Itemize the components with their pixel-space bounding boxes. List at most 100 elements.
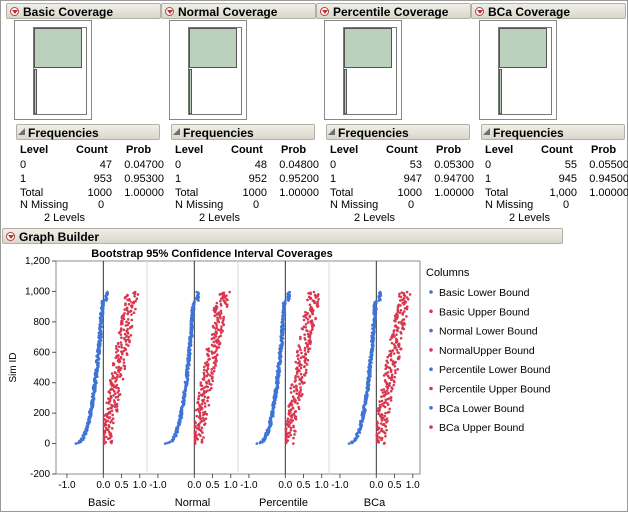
upper-bound-point (386, 374, 390, 378)
upper-bound-point (106, 407, 110, 411)
upper-bound-point (218, 313, 221, 317)
upper-bound-point (290, 399, 294, 403)
upper-bound-point (393, 314, 397, 318)
x-tick-label: -1.0 (240, 480, 258, 491)
upper-bound-point (403, 299, 406, 303)
upper-bound-point (300, 327, 304, 330)
upper-bound-point (214, 355, 218, 358)
upper-bound-point (380, 395, 383, 399)
missing-label: N Missing (330, 199, 379, 211)
lower-bound-point (364, 394, 367, 397)
upper-bound-point (309, 330, 312, 333)
table-cell: 0 (20, 159, 27, 171)
upper-bound-point (130, 304, 134, 307)
frequencies-header[interactable]: Frequencies (481, 124, 625, 140)
upper-bound-point (401, 312, 405, 315)
upper-bound-point (122, 361, 126, 364)
disclosure-triangle-icon[interactable] (18, 128, 25, 135)
panel-header[interactable]: Normal Coverage (161, 3, 316, 19)
upper-bound-point (116, 341, 120, 345)
upper-bound-point (219, 331, 223, 335)
table-cell: 0.04800 (279, 159, 319, 171)
frequencies-header[interactable]: Frequencies (171, 124, 315, 140)
panel-title: Basic Coverage (23, 5, 114, 19)
lower-bound-point (95, 349, 99, 352)
group-label: Percentile (259, 497, 308, 509)
legend-item: NormalUpper Bound (439, 345, 535, 357)
upper-bound-point (134, 299, 137, 303)
upper-bound-point (203, 395, 207, 399)
frequencies-title: Frequencies (28, 126, 99, 140)
upper-bound-point (117, 368, 121, 371)
upper-bound-point (291, 406, 295, 409)
upper-bound-point (284, 427, 288, 430)
upper-bound-point (389, 389, 393, 393)
upper-bound-point (110, 409, 114, 413)
upper-bound-point (384, 363, 388, 367)
upper-bound-point (295, 372, 299, 375)
upper-bound-point (108, 436, 112, 440)
red-triangle-menu-icon[interactable] (320, 7, 329, 16)
upper-bound-point (293, 429, 296, 433)
disclosure-triangle-icon[interactable] (173, 128, 180, 135)
panel-header[interactable]: BCa Coverage (471, 3, 626, 19)
disclosure-triangle-icon[interactable] (483, 128, 490, 135)
upper-bound-point (202, 371, 206, 375)
upper-bound-point (378, 400, 382, 403)
upper-bound-point (392, 343, 396, 346)
upper-bound-point (203, 405, 207, 408)
upper-bound-point (290, 413, 294, 417)
panel-header[interactable]: Basic Coverage (6, 3, 161, 19)
upper-bound-point (202, 436, 205, 439)
upper-bound-point (206, 352, 209, 356)
upper-bound-point (306, 358, 310, 362)
upper-bound-point (107, 424, 111, 427)
disclosure-triangle-icon[interactable] (328, 128, 335, 135)
upper-bound-point (394, 371, 397, 375)
upper-bound-point (397, 321, 401, 324)
lower-bound-point (100, 299, 104, 303)
red-triangle-menu-icon[interactable] (6, 232, 15, 241)
panel-header[interactable]: Percentile Coverage (316, 3, 471, 19)
upper-bound-point (299, 386, 302, 389)
frequencies-header[interactable]: Frequencies (16, 124, 160, 140)
upper-bound-point (383, 378, 387, 382)
upper-bound-point (292, 424, 295, 428)
upper-bound-point (395, 333, 398, 336)
graph-builder-header[interactable]: Graph Builder (2, 228, 563, 244)
upper-bound-point (298, 362, 302, 366)
x-tick-label: 1.0 (315, 480, 329, 491)
red-triangle-menu-icon[interactable] (475, 7, 484, 16)
lower-bound-point (195, 290, 198, 294)
red-triangle-menu-icon[interactable] (165, 7, 174, 16)
x-tick-label: 1.0 (224, 480, 238, 491)
upper-bound-point (119, 341, 123, 344)
upper-bound-point (390, 386, 394, 389)
upper-bound-point (392, 332, 395, 336)
red-triangle-menu-icon[interactable] (10, 7, 19, 16)
upper-bound-point (380, 413, 383, 416)
upper-bound-point (122, 349, 125, 353)
upper-bound-point (127, 302, 131, 306)
upper-bound-point (107, 397, 110, 400)
upper-bound-point (109, 394, 113, 398)
upper-bound-point (111, 417, 115, 420)
upper-bound-point (102, 433, 106, 437)
upper-bound-point (112, 399, 116, 402)
upper-bound-point (205, 380, 208, 384)
column-header: Count (76, 144, 108, 156)
upper-bound-point (198, 403, 201, 406)
upper-bound-point (312, 290, 316, 294)
legend-marker (429, 406, 433, 410)
y-tick-label: 200 (33, 408, 50, 419)
lower-bound-point (163, 442, 167, 445)
upper-bound-point (219, 327, 223, 331)
upper-bound-point (220, 325, 223, 329)
upper-bound-point (394, 360, 397, 364)
levels-count: 2 Levels (44, 212, 85, 224)
upper-bound-point (205, 347, 209, 351)
upper-bound-point (114, 350, 118, 354)
upper-bound-point (297, 405, 300, 409)
x-tick-label: -1.0 (149, 480, 167, 491)
frequencies-header[interactable]: Frequencies (326, 124, 470, 140)
